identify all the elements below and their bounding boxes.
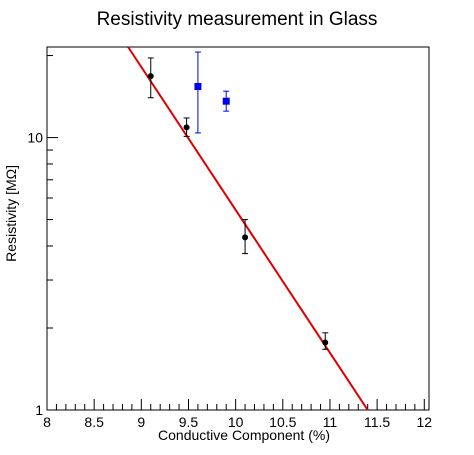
x-tick-label: 11 <box>323 414 338 430</box>
y-tick-label: 10 <box>27 130 43 146</box>
x-tick-label: 8.5 <box>84 414 104 430</box>
y-tick-label: 1 <box>35 402 43 418</box>
y-axis-label: Resistivity [MΩ] <box>3 165 19 262</box>
x-tick-label: 11.5 <box>364 414 390 430</box>
x-tick-label: 9 <box>137 414 145 430</box>
fit-layer <box>127 46 369 411</box>
x-tick-label: 9.5 <box>179 414 199 430</box>
data-point <box>242 234 249 241</box>
data-point <box>147 73 154 80</box>
data-point <box>194 82 202 90</box>
x-tick-label: 10 <box>228 414 244 430</box>
data-point <box>322 339 329 346</box>
x-tick-label: 8 <box>43 414 51 430</box>
data-point <box>183 124 190 131</box>
plot-frame <box>46 46 430 411</box>
x-axis: 8 8.5 9 9.5 10 10.5 11 11.5 12 <box>43 399 432 430</box>
y-axis: 1 10 <box>27 55 58 418</box>
x-tick-label: 10.5 <box>269 414 296 430</box>
points-layer <box>147 51 329 350</box>
x-tick-label: 12 <box>416 414 432 430</box>
x-axis-label: Conductive Component (%) <box>158 427 330 443</box>
chart-title: Resistivity measurement in Glass <box>97 9 378 30</box>
data-point <box>222 97 230 105</box>
fit-line <box>127 46 369 411</box>
